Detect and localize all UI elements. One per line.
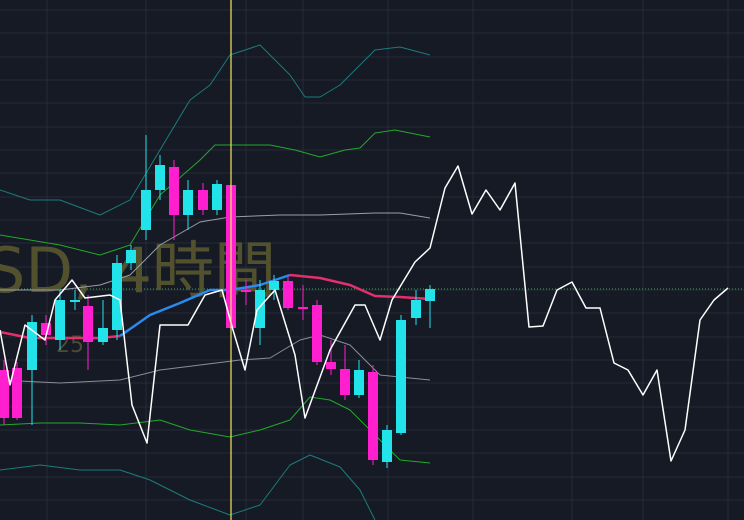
indicator-line: [289, 273, 431, 301]
candle-body: [183, 190, 193, 215]
candle-body: [70, 300, 80, 302]
indicator-line: [0, 165, 729, 462]
candle-body: [241, 290, 251, 292]
candle-body: [169, 167, 179, 215]
candle-body: [198, 190, 208, 210]
candle-body: [298, 307, 308, 309]
candle-body: [212, 184, 222, 210]
candle-body: [55, 300, 65, 340]
candle-body: [425, 289, 435, 301]
candle-body: [41, 323, 51, 335]
candle-body: [83, 306, 93, 342]
candle-body: [354, 370, 364, 395]
indicator-line: [0, 454, 376, 520]
candle-body: [396, 320, 406, 433]
candle-body: [368, 372, 378, 460]
candle-body: [98, 328, 108, 342]
candle-body: [27, 322, 37, 370]
candle-body: [326, 362, 336, 369]
candle-body: [0, 370, 9, 418]
candle-body: [126, 250, 136, 263]
candle-body: [269, 281, 279, 290]
candle-body: [12, 368, 22, 418]
candle-body: [283, 281, 293, 308]
indicator-line: [0, 334, 431, 384]
candle-body: [382, 430, 392, 462]
candle-body: [112, 263, 122, 330]
candle-body: [411, 300, 421, 318]
candle-body: [340, 369, 350, 395]
candle-body: [155, 165, 165, 190]
indicator-line: [0, 44, 431, 216]
candle-body: [312, 305, 322, 362]
candle-body: [255, 290, 265, 328]
price-line: [0, 0, 729, 520]
indicator-line: [0, 129, 431, 256]
candle-body: [141, 190, 151, 230]
indicator-line: [0, 396, 431, 464]
